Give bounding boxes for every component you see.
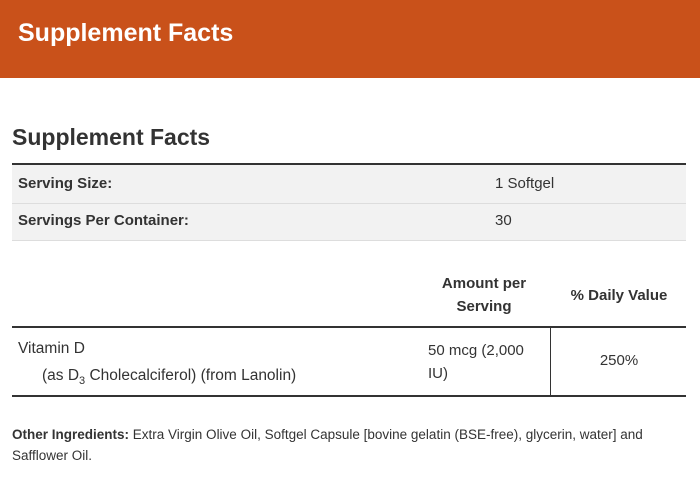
section-heading: Supplement Facts	[12, 124, 211, 150]
banner-title: Supplement Facts	[18, 19, 234, 47]
column-divider	[550, 328, 551, 395]
column-header: Amount per Serving	[441, 275, 527, 315]
nutrient-daily-value: 250%	[599, 352, 639, 369]
rule	[12, 395, 686, 397]
ingredients-text: Extra Virgin Olive Oil, Softgel Capsule …	[12, 427, 643, 463]
rule	[12, 163, 686, 165]
ingredients-label: Other Ingredients:	[12, 427, 130, 442]
nutrient-detail: (as D3 Cholecalciferol) (from Lanolin)	[42, 362, 296, 395]
serving-value: 30	[495, 212, 512, 229]
other-ingredients: Other Ingredients: Extra Virgin Olive Oi…	[12, 424, 692, 466]
nutrient-name: Vitamin D	[18, 340, 85, 357]
detail-subscript: 3	[79, 375, 86, 388]
banner: Supplement Facts	[0, 0, 700, 78]
rule	[12, 240, 686, 241]
nutrient-amount: 50 mcg (2,000 IU)	[428, 342, 524, 382]
detail-text: Cholecalciferol) (from Lanolin)	[85, 367, 297, 384]
serving-value: 1 Softgel	[495, 175, 555, 192]
rule	[12, 326, 686, 328]
rule	[12, 203, 686, 204]
row-background	[12, 204, 686, 240]
serving-label: Servings Per Container:	[18, 212, 189, 229]
detail-text: (as D	[42, 367, 80, 384]
serving-label: Serving Size:	[18, 175, 113, 192]
column-header: % Daily Value	[570, 287, 668, 304]
row-background	[12, 165, 686, 203]
